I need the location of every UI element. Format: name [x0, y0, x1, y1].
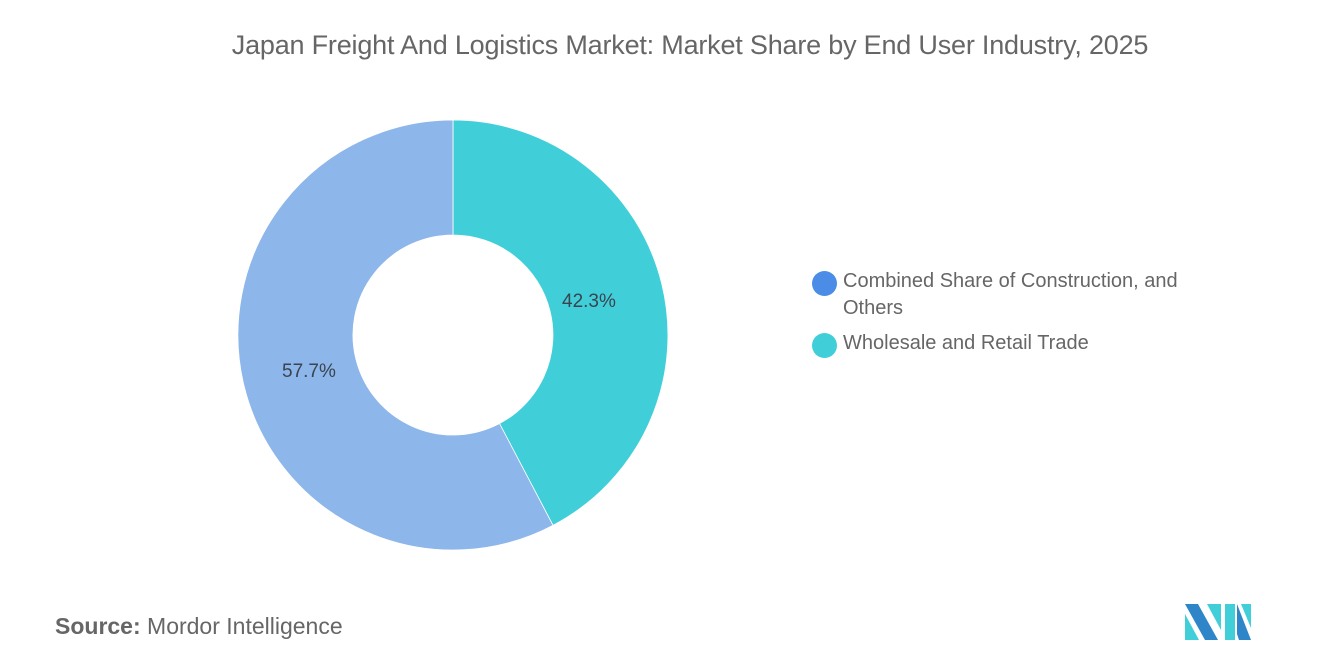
slice-wholesale-retail-trade[interactable]	[452, 119, 669, 526]
legend-label: Combined Share of Construction, and Othe…	[843, 270, 1178, 319]
legend-item-combined-share[interactable]: Combined Share of Construction, and Othe…	[812, 268, 1242, 322]
legend-dot-icon	[812, 271, 837, 296]
legend-dot-icon	[812, 333, 837, 358]
source-value: Mordor Intelligence	[147, 613, 343, 639]
chart-legend: Combined Share of Construction, and Othe…	[812, 268, 1242, 366]
legend-label: Wholesale and Retail Trade	[843, 332, 1089, 354]
chart-title: Japan Freight And Logistics Market: Mark…	[231, 30, 1149, 60]
slice-label-wholesale: 42.3%	[562, 291, 616, 312]
slice-combined-share[interactable]	[237, 119, 554, 551]
slice-label-combined: 57.7%	[282, 361, 336, 382]
source-key: Source:	[55, 613, 141, 639]
legend-item-wholesale-retail[interactable]: Wholesale and Retail Trade	[812, 330, 1242, 358]
source-footer: Source: Mordor Intelligence	[55, 613, 343, 640]
mordor-intelligence-logo-icon	[1185, 604, 1251, 640]
